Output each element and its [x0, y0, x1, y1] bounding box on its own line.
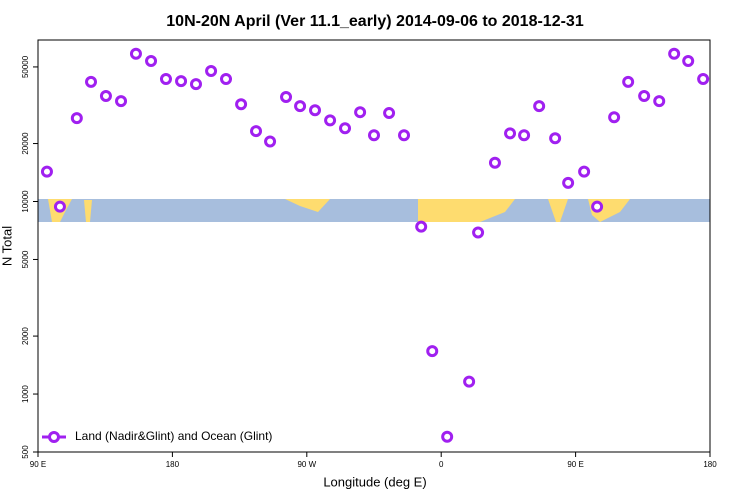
plot-frame: [37, 39, 711, 453]
y-axis-label: N Total: [0, 226, 14, 266]
point: [220, 72, 233, 85]
chart-title: 10N-20N April (Ver 11.1_early) 2014-09-0…: [166, 13, 584, 30]
point: [383, 107, 396, 120]
point: [339, 122, 352, 135]
point: [250, 125, 263, 138]
point: [309, 104, 322, 117]
point: [235, 98, 248, 111]
point: [518, 129, 531, 142]
point: [294, 100, 307, 113]
x-tick-label: 180: [166, 460, 180, 469]
legend-marker: [48, 431, 60, 443]
point: [504, 127, 517, 140]
point: [115, 95, 128, 108]
x-tick-label: 90 W: [297, 460, 316, 469]
point: [280, 90, 293, 103]
x-tick-label: 90 E: [30, 460, 46, 469]
point: [205, 65, 218, 78]
point: [622, 75, 635, 88]
point: [472, 226, 485, 239]
map-band: [38, 199, 710, 222]
point: [638, 90, 651, 103]
ocean: [38, 199, 710, 222]
y-tick-label: 20000: [21, 132, 30, 155]
point: [53, 200, 66, 213]
point: [653, 95, 666, 108]
point: [488, 156, 501, 169]
point: [324, 114, 337, 127]
point: [85, 75, 98, 88]
y-tick-label: 5000: [21, 250, 30, 268]
y-tick-label: 10000: [21, 190, 30, 213]
point: [549, 132, 562, 145]
point: [70, 112, 83, 125]
y-tick-label: 500: [21, 445, 30, 459]
x-tick-label: 0: [439, 460, 444, 469]
land: [285, 199, 330, 212]
point: [145, 54, 158, 67]
point: [533, 100, 546, 113]
point: [415, 220, 428, 233]
x-tick-label: 180: [703, 460, 717, 469]
point: [398, 129, 411, 142]
point: [697, 72, 710, 85]
x-axis-label: Longitude (deg E): [323, 474, 426, 489]
y-tick-label: 1000: [21, 385, 30, 403]
point: [175, 75, 188, 88]
point: [591, 200, 604, 213]
point: [562, 176, 575, 189]
point: [608, 111, 621, 124]
point: [426, 345, 439, 358]
point: [99, 90, 112, 103]
point: [368, 129, 380, 142]
point: [264, 135, 277, 148]
y-tick-label: 50000: [21, 55, 30, 78]
point: [578, 165, 591, 178]
land: [548, 199, 568, 222]
y-tick-label: 2000: [21, 327, 30, 345]
point: [354, 106, 367, 119]
point: [40, 165, 53, 178]
point: [441, 430, 454, 443]
x-tick-label: 90 E: [567, 460, 583, 469]
point: [682, 54, 695, 67]
point: [463, 375, 476, 388]
land: [84, 200, 92, 222]
point: [668, 47, 681, 60]
land: [418, 199, 515, 222]
point: [129, 47, 142, 60]
legend-label: Land (Nadir&Glint) and Ocean (Glint): [75, 429, 272, 443]
point: [189, 78, 202, 91]
point: [159, 72, 172, 85]
